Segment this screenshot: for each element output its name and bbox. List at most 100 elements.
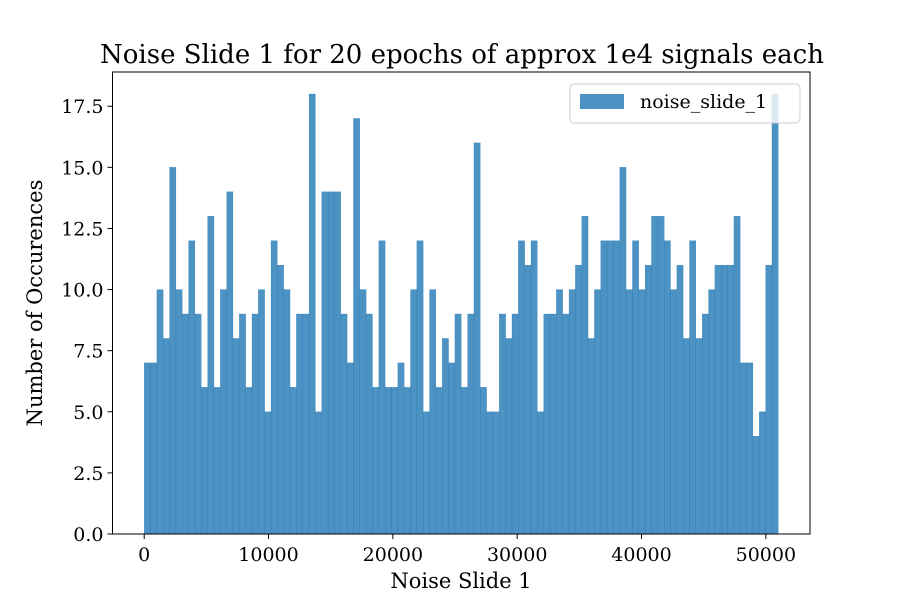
histogram-bar [346,362,354,535]
histogram-bar [771,93,779,535]
histogram-bar [150,362,158,535]
histogram-bar [201,387,208,535]
histogram-bar [226,191,234,535]
histogram-bar [289,387,297,535]
histogram-bar [562,313,570,535]
histogram-bar [727,264,735,535]
histogram-bar [537,411,544,535]
histogram-bar [302,313,310,535]
y-axis-ticks: 0.0 2.5 5.0 7.5 10.0 12.5 15.0 17.5 [61,96,113,546]
legend-label: noise_slide_1 [640,91,767,113]
histogram-bar [296,313,303,535]
histogram-bar [746,362,754,535]
histogram-bar [448,362,456,535]
histogram-bar [740,362,747,535]
histogram-bar [549,313,557,535]
histogram-bar [283,289,291,535]
histogram-bar [385,387,392,535]
y-tick-label: 5.0 [73,402,103,424]
histogram-bar [613,240,620,535]
histogram-bar [556,289,563,535]
y-tick-label: 0.0 [73,524,103,546]
histogram-bar [683,338,690,535]
histogram-bar [689,240,697,535]
histogram-bar [721,264,728,535]
histogram-bar [664,240,671,535]
histogram-bar [695,338,703,535]
y-axis-label: Number of Occurences [23,180,47,427]
histogram-bar [340,313,348,535]
histogram-bar [625,289,633,535]
histogram-bar [410,289,418,535]
histogram-bar [435,387,443,535]
histogram-bar [708,289,716,535]
histogram-bar [518,240,525,535]
y-tick-label: 7.5 [73,341,103,363]
histogram-bar [372,387,379,535]
histogram-bar [404,387,411,535]
histogram-bar [530,240,538,535]
chart-title: Noise Slide 1 for 20 epochs of approx 1e… [100,40,824,70]
histogram-bar [251,313,259,535]
histogram-bar [423,411,430,535]
histogram-bar [461,387,468,535]
legend: noise_slide_1 [569,83,801,124]
histogram-bar [581,216,589,535]
histogram-bar [632,240,639,535]
y-tick-label: 12.5 [61,218,103,240]
histogram-bar [454,313,462,535]
histogram-bar [752,436,760,535]
histogram-bar [321,191,329,535]
y-tick-label: 2.5 [73,463,103,485]
histogram-bar [264,411,272,535]
y-tick-label: 17.5 [61,96,103,118]
histogram-bar [759,411,766,535]
histogram-bar [543,313,551,535]
x-axis-label: Noise Slide 1 [390,569,531,593]
histogram-bar [594,289,601,535]
histogram-bar [442,338,449,535]
histogram-bar [416,240,424,535]
histogram-bar [308,93,316,535]
histogram-bar [606,240,614,535]
histogram-bar [220,289,227,535]
histogram-bar [365,313,373,535]
histogram-bar [702,313,709,535]
histogram-bar [156,289,164,535]
histogram-bar [245,387,253,535]
histogram-bar [353,118,360,535]
histogram-bar [568,289,576,535]
histogram-bar [277,264,284,535]
histogram-bar [644,264,652,535]
histogram-bar [587,338,595,535]
histogram-bar [429,289,437,535]
x-tick-label: 30000 [487,544,547,566]
histogram-bar [651,216,658,535]
histogram-bar [334,191,341,535]
histogram-bar [492,411,500,535]
histogram-bar [397,362,405,535]
histogram-bar [600,240,608,535]
histogram-bar [327,191,335,535]
y-tick-label: 10.0 [61,280,103,302]
legend-frame [569,83,801,124]
histogram-bar [765,264,773,535]
histogram-bar [499,313,506,535]
histogram-bar [315,411,322,535]
histogram-bar [175,289,183,535]
histogram-bar [505,338,513,535]
histogram-bar [378,240,386,535]
x-axis-ticks: 0 10000 20000 30000 40000 50000 [138,534,796,566]
histogram-bar [575,264,582,535]
histogram-bar [676,264,684,535]
histogram-bar [638,289,646,535]
histogram-bar [524,264,532,535]
histogram-bar [486,411,494,535]
histogram-bar [144,362,151,535]
histogram-bar [188,240,196,535]
bars-layer [144,93,779,535]
histogram-bar [163,338,170,535]
histogram-bar [467,313,475,535]
histogram-bar [258,289,265,535]
